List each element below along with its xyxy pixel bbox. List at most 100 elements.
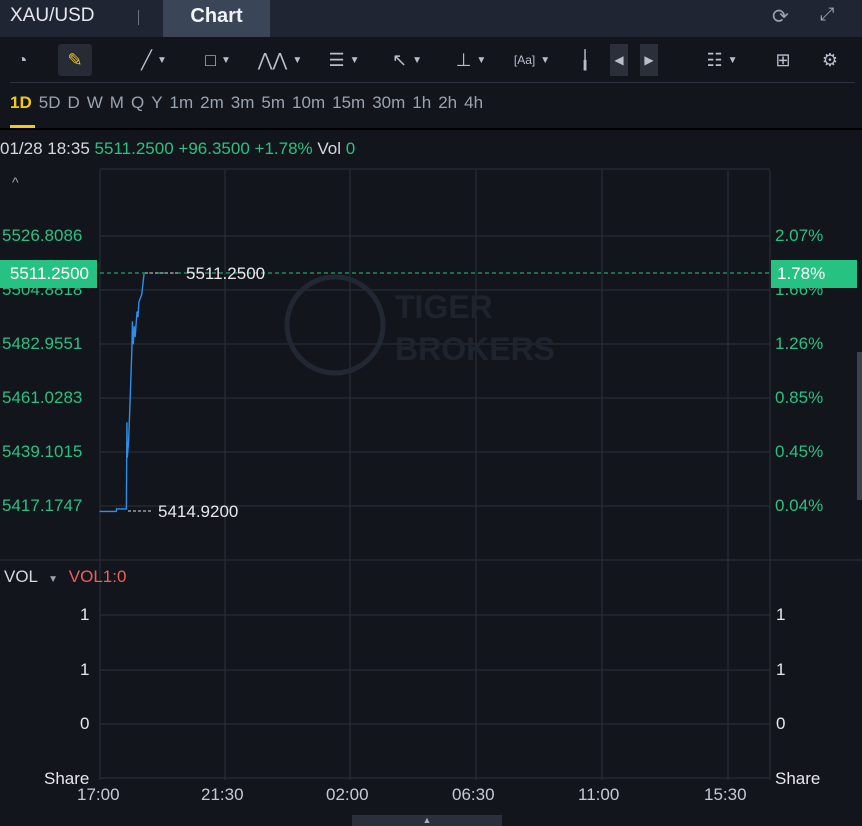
quote-info: 01/28 18:35 5511.2500 +96.3500 +1.78% Vo… xyxy=(0,139,355,159)
price-point xyxy=(134,335,136,338)
watermark: TIGER xyxy=(395,289,493,325)
time-axis-label: 06:30 xyxy=(452,785,495,804)
watermark: BROKERS xyxy=(395,331,555,367)
tab-chart[interactable]: Chart xyxy=(163,0,270,37)
text-tool-icon[interactable]: [Aa] ▼ xyxy=(513,53,551,67)
low-marker: 5414.9200 xyxy=(158,502,239,521)
prev-icon[interactable]: ◀ xyxy=(610,44,628,76)
period-M[interactable]: M xyxy=(109,93,124,112)
fibonacci-tool-icon[interactable]: ☰ ▼ xyxy=(328,49,360,70)
symbol-title: XAU/USD xyxy=(10,5,95,26)
measure-tool-icon[interactable]: ⊥ ▼ xyxy=(455,49,487,70)
price-point xyxy=(126,422,128,424)
price-point xyxy=(129,399,131,402)
period-1m[interactable]: 1m xyxy=(169,93,194,112)
price-point xyxy=(126,456,128,458)
period-1h[interactable]: 1h xyxy=(412,93,432,112)
price-axis-label: 5526.8086 xyxy=(2,226,83,245)
period-W[interactable]: W xyxy=(86,93,103,112)
period-1D[interactable]: 1D xyxy=(10,93,32,112)
period-2m[interactable]: 2m xyxy=(200,93,224,112)
price-point xyxy=(137,316,139,318)
price-axis-label: 5417.1747 xyxy=(2,496,83,515)
price-point xyxy=(143,273,145,275)
period-30m[interactable]: 30m xyxy=(372,93,406,112)
price-point xyxy=(116,508,118,510)
candlestick-icon[interactable]: ╽ xyxy=(579,49,591,70)
price-point xyxy=(125,508,127,510)
current-pct-tag: 1.78% xyxy=(771,260,857,288)
period-underline xyxy=(10,125,35,128)
vol-axis-right: 0 xyxy=(776,714,786,733)
rectangle-tool-icon[interactable]: □ ▼ xyxy=(205,49,231,70)
vol-unit-right: Share xyxy=(775,769,821,788)
change-pct: +1.78% xyxy=(254,139,313,158)
line-tool-icon[interactable]: ╱ ▼ xyxy=(141,49,167,70)
time-axis-label: 17:00 xyxy=(77,785,120,804)
pct-axis-label: 1.26% xyxy=(775,334,824,353)
price-point xyxy=(99,510,101,512)
vol-value: 0 xyxy=(345,139,356,158)
period-5D[interactable]: 5D xyxy=(38,93,61,112)
settings-icon[interactable]: ⚙ xyxy=(821,49,839,70)
period-10m[interactable]: 10m xyxy=(292,93,326,112)
vol-axis-left: 1 xyxy=(80,660,90,679)
chevron-down-icon[interactable]: ▼ xyxy=(48,574,59,585)
pct-axis-label: 0.04% xyxy=(775,496,824,515)
pct-axis-label: 0.45% xyxy=(775,442,824,461)
vol-axis-left: 0 xyxy=(80,714,90,733)
time-axis-label: 21:30 xyxy=(201,785,244,804)
collapse-icon[interactable]: ^ xyxy=(12,174,19,190)
period-4h[interactable]: 4h xyxy=(464,93,484,112)
high-marker: 5511.2500 xyxy=(186,264,266,283)
period-selector: 1D 5D D W M Q Y 1m 2m 3m 5m 10m 15m 30m 1h 2h 4h xyxy=(10,93,490,113)
change: +96.3500 xyxy=(178,139,250,158)
vol-indicator-value: VOL1:0 xyxy=(68,567,127,586)
time-axis-label: 11:00 xyxy=(578,785,620,804)
price-point xyxy=(136,311,138,313)
price-point xyxy=(128,439,130,441)
vol-axis-right: 1 xyxy=(776,660,786,679)
period-15m[interactable]: 15m xyxy=(332,93,366,112)
current-price-tag: 5511.2500 xyxy=(0,260,97,288)
refresh-icon[interactable]: ⟳ xyxy=(772,6,789,28)
toolbar-divider xyxy=(10,82,855,83)
next-icon[interactable]: ▶ xyxy=(640,44,658,76)
pattern-tool-icon[interactable]: ⋀⋀ ▼ xyxy=(257,49,303,70)
pct-axis-label: 2.07% xyxy=(775,226,824,245)
pct-axis-label: 0.85% xyxy=(775,388,824,407)
volume-header: VOL ▼ VOL1:0 xyxy=(4,567,126,587)
price-point xyxy=(131,321,134,323)
bottom-scroll-handle[interactable]: ▲ xyxy=(352,815,502,826)
period-Y[interactable]: Y xyxy=(151,93,163,112)
vol-label: Vol xyxy=(317,139,342,158)
period-D[interactable]: D xyxy=(67,93,80,112)
price-point xyxy=(133,326,135,328)
period-2h[interactable]: 2h xyxy=(438,93,458,112)
divider xyxy=(138,10,139,25)
indicator-list-icon[interactable]: ☷ ▼ xyxy=(706,49,738,70)
divider xyxy=(0,128,862,130)
watermark-logo xyxy=(284,274,386,376)
time-axis-label: 02:00 xyxy=(326,785,369,804)
price-axis-label: 5461.0283 xyxy=(2,388,83,407)
period-5m[interactable]: 5m xyxy=(261,93,286,112)
price-point xyxy=(141,294,143,296)
vol-axis-right: 1 xyxy=(776,605,786,624)
scrollbar[interactable] xyxy=(857,352,862,500)
price-point xyxy=(115,510,117,512)
price: 5511.2500 xyxy=(94,139,174,158)
speedometer-icon[interactable]: ◔ xyxy=(16,49,28,70)
layout-grid-icon[interactable]: ⊞ xyxy=(775,49,791,70)
price-point xyxy=(132,343,134,345)
pencil-icon[interactable]: ✎ xyxy=(58,44,92,76)
datetime: 01/28 18:35 xyxy=(0,139,90,158)
price-axis-label: 5439.1015 xyxy=(2,442,83,461)
vol-axis-left: 1 xyxy=(80,605,90,624)
fullscreen-icon[interactable]: ⤢ xyxy=(820,4,835,24)
arrow-tool-icon[interactable]: ↖ ▼ xyxy=(392,49,422,70)
vol-unit-left: Share xyxy=(44,769,90,788)
period-Q[interactable]: Q xyxy=(130,93,145,112)
period-3m[interactable]: 3m xyxy=(230,93,255,112)
